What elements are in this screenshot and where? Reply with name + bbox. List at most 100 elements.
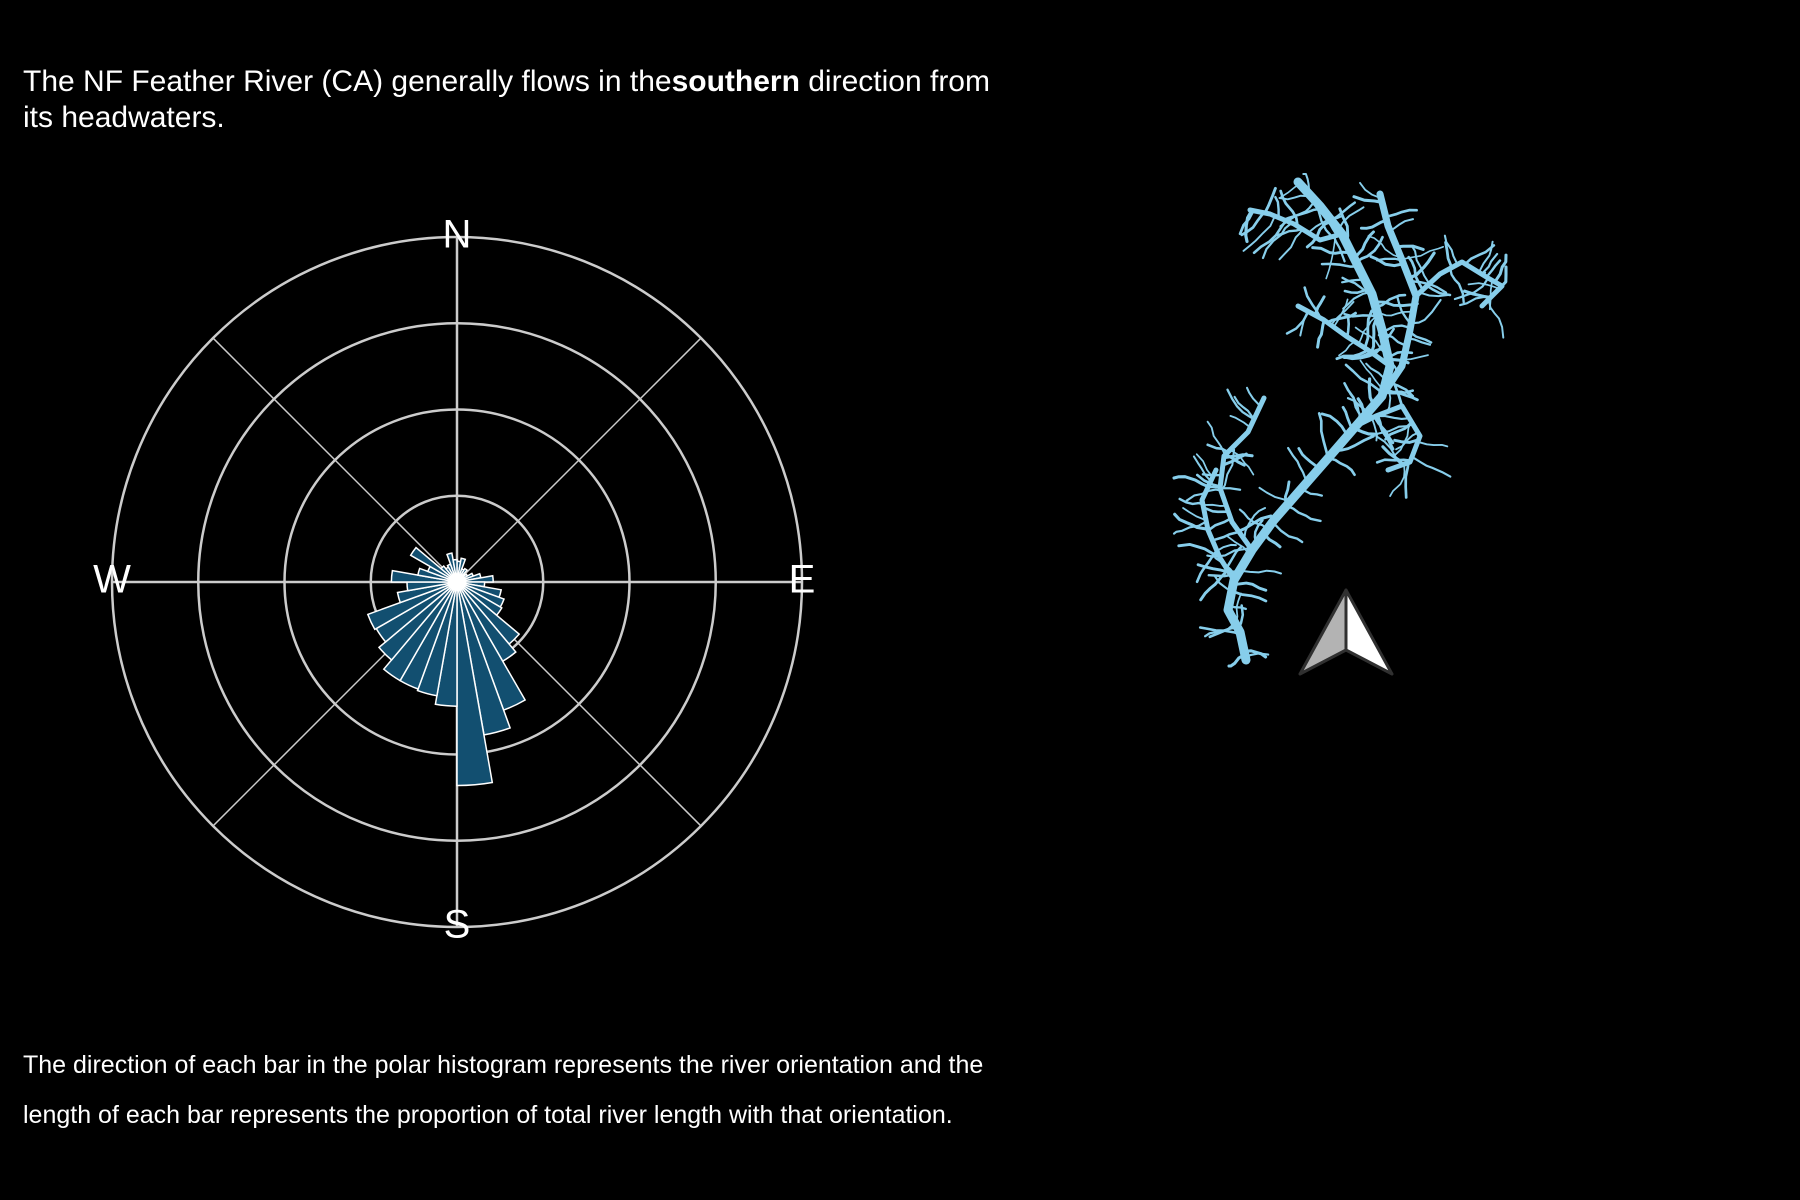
river-network-map	[1172, 173, 1508, 668]
river-tributary	[1343, 382, 1367, 423]
river-tributary	[1185, 488, 1222, 502]
river-tributary	[1332, 434, 1375, 453]
river-tributary	[1343, 287, 1371, 294]
river-tributary	[1485, 259, 1502, 279]
river-tributary	[1302, 173, 1311, 196]
river-tributary	[1369, 255, 1406, 268]
river-tributary	[1444, 240, 1454, 270]
river-tributary	[1320, 262, 1360, 268]
river-tributary	[1242, 215, 1276, 252]
river-tributary	[1274, 195, 1280, 219]
river-tributary	[1367, 235, 1402, 259]
river-tributary	[1381, 445, 1405, 467]
river-tributary	[1299, 488, 1324, 497]
river-tributary	[1500, 265, 1508, 288]
river-tributary	[1206, 485, 1242, 491]
river-tributary	[1356, 397, 1370, 422]
river-tributary	[1353, 230, 1375, 261]
river-tributary	[1182, 507, 1208, 522]
river-tributary	[1346, 316, 1350, 339]
river-tributary	[1229, 414, 1252, 429]
river-tributary	[1285, 504, 1322, 523]
river-tributary	[1341, 276, 1374, 297]
river-tributary	[1410, 455, 1452, 478]
river-tributary	[1226, 388, 1256, 421]
river-tributary	[1344, 363, 1384, 396]
polar-grid	[110, 235, 804, 929]
river-tributary	[1213, 574, 1233, 592]
river-tributary	[1393, 383, 1404, 408]
river-tributary	[1407, 255, 1425, 292]
direction-label: E	[789, 558, 816, 602]
river-tributary	[1261, 221, 1293, 260]
caption-line-2: length of each bar represents the propor…	[23, 1101, 953, 1129]
river-tributary	[1224, 453, 1246, 467]
histogram-bar	[377, 581, 458, 662]
river-tributary	[1229, 448, 1255, 476]
river-tributary	[1212, 530, 1241, 542]
river-tributary	[1341, 352, 1375, 361]
river-tributary	[1376, 310, 1415, 317]
river-tributary	[1253, 518, 1264, 546]
river-tributary	[1231, 581, 1268, 592]
river-tributary	[1377, 324, 1412, 337]
river-tributary	[1240, 211, 1265, 237]
river-tributary	[1286, 446, 1309, 484]
river-tributary	[1425, 284, 1452, 297]
river-tributary	[1320, 412, 1349, 438]
river-tributary	[1279, 199, 1317, 228]
river-tributary	[1443, 234, 1459, 266]
river-tributary	[1341, 278, 1366, 284]
river-tributary	[1480, 252, 1499, 276]
river-tributary	[1411, 245, 1431, 285]
headline-suffix: direction from its headwaters.	[23, 65, 990, 134]
river-tributary	[1389, 463, 1406, 497]
river-tributary	[1172, 520, 1208, 535]
river-tributary	[1195, 453, 1214, 479]
river-tributary	[1359, 359, 1386, 394]
river-tributary	[1237, 604, 1245, 631]
river-tributary	[1357, 314, 1378, 345]
river-tributary	[1404, 461, 1410, 499]
histogram-bar	[452, 558, 458, 583]
chart-headline: The NF Feather River (CA) generally flow…	[23, 64, 1023, 136]
river-tributary	[1325, 311, 1357, 324]
river-tributary	[1231, 558, 1251, 578]
river-tributary	[1352, 195, 1384, 204]
river-tributary	[1375, 414, 1395, 451]
river-tributary	[1416, 440, 1449, 448]
river-tributary	[1407, 251, 1436, 280]
river-tributary	[1386, 383, 1392, 413]
histogram-bars	[366, 546, 527, 787]
river-tributary	[1226, 535, 1251, 556]
river-tributary	[1389, 218, 1415, 233]
histogram-bar	[456, 581, 494, 787]
river-tributary	[1305, 219, 1334, 249]
river-tributary	[1369, 317, 1378, 355]
river-tributary	[1245, 386, 1262, 408]
river-tributary	[1375, 458, 1412, 464]
histogram-bar	[382, 581, 458, 682]
river-tributary	[1238, 569, 1283, 575]
histogram-bar	[409, 546, 458, 583]
grid-ring	[110, 235, 804, 929]
river-tributary	[1320, 203, 1338, 237]
river-tributary	[1402, 354, 1429, 361]
caption-line-1: The direction of each bar in the polar h…	[23, 1051, 984, 1079]
river-tributary	[1335, 348, 1370, 361]
river-tributary	[1395, 431, 1419, 451]
river-tributary	[1383, 355, 1399, 374]
river-tributary	[1325, 234, 1337, 280]
river-tributary	[1408, 330, 1433, 344]
river-tributary	[1233, 395, 1256, 421]
river-tributary	[1374, 293, 1407, 309]
river-tributary	[1310, 194, 1334, 238]
river-tributary	[1244, 208, 1254, 243]
river-tributary	[1279, 183, 1301, 199]
river-tributary	[1206, 420, 1226, 456]
river-tributary	[1385, 388, 1414, 399]
river-tributary	[1394, 421, 1413, 456]
river-tributary	[1225, 545, 1243, 570]
river-tributary	[1332, 298, 1349, 328]
river-tributary	[1373, 327, 1395, 356]
